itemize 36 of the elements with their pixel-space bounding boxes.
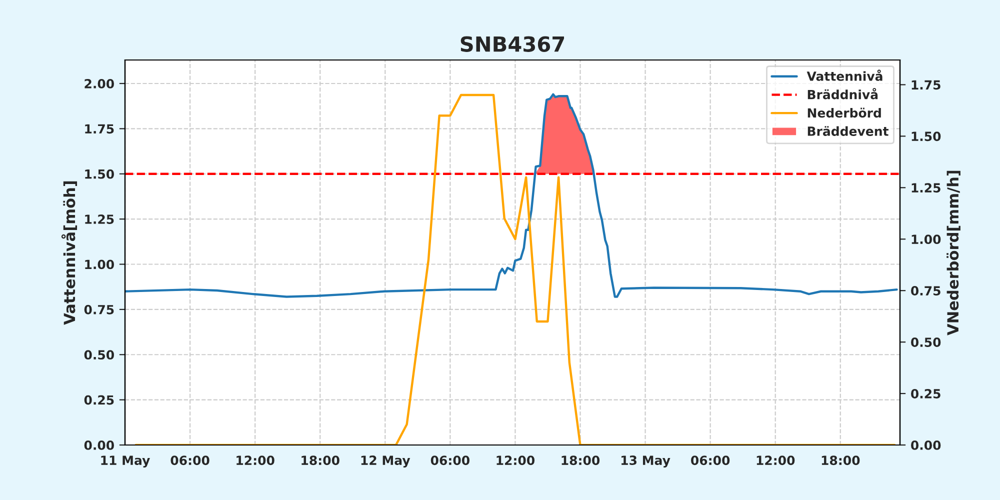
x-tick-label: 13 May [622, 456, 670, 468]
y2-tick-label: 0.50 [911, 338, 941, 347]
y-tick-label: 0.50 [84, 350, 114, 360]
y2-axis-title: VNederbörd[mm/h] [946, 170, 960, 336]
y-tick-label: 0.75 [84, 304, 114, 314]
x-tick-label: 06:00 [170, 456, 210, 466]
y2-tick-label: 1.25 [912, 183, 940, 193]
chart-title: SNB4367 [460, 36, 564, 52]
legend-label: Nederbörd [808, 108, 881, 118]
y-tick-label: 0.25 [84, 395, 114, 405]
y-tick-label: 2.00 [84, 78, 114, 88]
x-tick-label: 06:00 [430, 456, 470, 466]
legend-label: Bräddnivå [808, 88, 878, 100]
x-tick-label: 12:00 [236, 456, 274, 466]
x-tick-label: 12:00 [496, 456, 535, 466]
y-axis-title: Vattennivå[möh] [61, 181, 78, 325]
y2-tick-label: 1.00 [912, 234, 941, 244]
y2-tick-label: 0.25 [911, 389, 940, 398]
y2-tick-label: 1.75 [912, 80, 940, 90]
legend-label: Bräddevent [808, 126, 888, 136]
y2-tick-label: 1.50 [912, 132, 941, 142]
y2-tick-label: 0.75 [911, 286, 940, 296]
y-tick-label: 1.00 [85, 260, 114, 270]
y-tick-label: 1.75 [85, 124, 114, 134]
x-tick-label: 06:00 [691, 456, 730, 466]
y-tick-label: 1.50 [85, 169, 114, 179]
x-tick-label: 18:00 [562, 456, 600, 466]
x-tick-label: 12:00 [756, 456, 795, 466]
x-tick-label: 11 May [101, 456, 150, 468]
y-tick-label: 1.25 [85, 214, 114, 224]
x-tick-label: 18:00 [822, 456, 860, 466]
x-tick-label: 18:00 [302, 456, 340, 466]
y2-tick-label: 0.00 [911, 440, 941, 450]
legend-label: Vattennivå [806, 70, 882, 81]
y-tick-label: 0.00 [84, 440, 114, 450]
x-tick-label: 12 May [361, 456, 410, 468]
